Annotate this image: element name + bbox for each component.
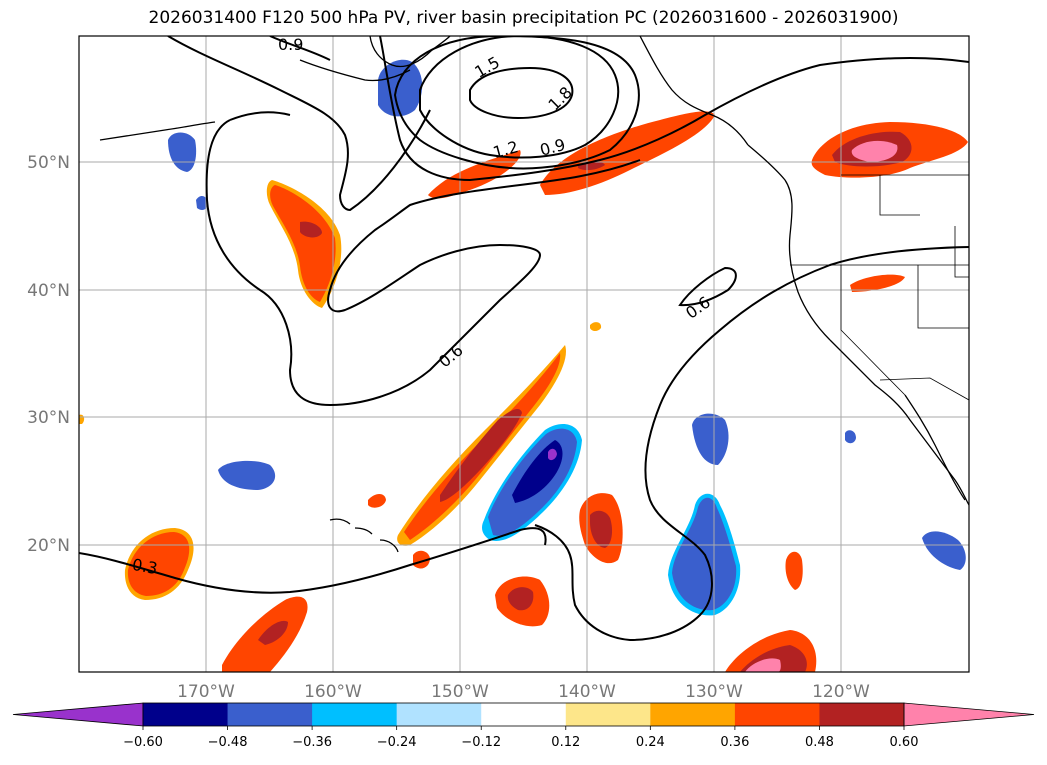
colorbar-segment <box>734 703 820 726</box>
lon-label-160w: 160°W <box>304 682 362 702</box>
map-title: 2026031400 F120 500 hPa PV, river basin … <box>148 8 899 28</box>
lon-label-150w: 150°W <box>431 682 489 702</box>
precip-blob-east-1 <box>692 413 729 465</box>
precip-blob-small-3 <box>413 550 430 569</box>
colorbar-tick-label: −0.60 <box>123 735 163 750</box>
colorbar-extend-high <box>903 702 1035 727</box>
colorbar-tick-label: −0.12 <box>461 735 501 750</box>
political-borders <box>790 174 969 401</box>
colorbar-tick-label: −0.36 <box>292 735 332 750</box>
pv-contour-0-3 <box>79 527 547 594</box>
map-background <box>79 36 969 672</box>
precip-blob-aleutian <box>378 59 423 117</box>
colorbar-tick-label: 0.60 <box>890 735 919 750</box>
precip-blob-west-2 <box>196 196 208 210</box>
lat-label-50n: 50°N <box>27 153 70 173</box>
colorbar: −0.60 −0.48 −0.36 −0.24 −0.12 0.12 0.24 0.36 0.4… <box>12 702 1035 750</box>
lon-label-130w: 130°W <box>685 682 743 702</box>
pv-contour-0-6-loop <box>229 111 291 121</box>
colorbar-tick-label: 0.36 <box>720 735 749 750</box>
map-area: 0.9 1.5 1.8 1.2 0.9 0.6 0.6 0.3 <box>78 35 970 673</box>
latitude-labels: 50°N 40°N 30°N 20°N <box>27 153 70 556</box>
colorbar-tick-label: 0.48 <box>805 735 834 750</box>
pv-contour-0-6-main <box>205 119 641 407</box>
precip-blob-small-4 <box>590 322 602 331</box>
precip-blob-east-2 <box>922 531 966 570</box>
colorbar-tick-label: 0.12 <box>551 735 580 750</box>
precip-positive-regions <box>79 111 968 672</box>
map-frame <box>78 35 970 673</box>
coastline-bc <box>747 144 831 341</box>
colorbar-segment <box>819 703 905 726</box>
precip-blob-small-2 <box>368 494 386 508</box>
colorbar-segment <box>396 703 482 726</box>
colorbar-tick-label: −0.48 <box>208 735 248 750</box>
coastlines <box>99 36 969 553</box>
coastline-alaska-peninsula <box>299 59 411 82</box>
pv-contours <box>79 36 969 642</box>
coastline-baja <box>904 394 966 501</box>
precip-blob-small-1 <box>785 551 803 590</box>
colorbar-segment <box>227 703 313 726</box>
coastline-california <box>829 339 969 506</box>
pv-contour-1-8 <box>469 66 574 120</box>
colorbar-segment <box>650 703 736 726</box>
coastline-hawaii <box>329 518 399 553</box>
pv-label: 0.3 <box>131 555 159 578</box>
coastline-gulf-alaska <box>639 36 749 146</box>
precip-negative-regions <box>168 59 966 616</box>
lat-label-40n: 40°N <box>27 281 70 301</box>
colorbar-segment <box>312 703 398 726</box>
colorbar-segment <box>481 703 567 726</box>
pv-contour-0-9-main <box>379 36 969 182</box>
colorbar-frame <box>142 702 905 727</box>
colorbar-tick-label: 0.24 <box>636 735 665 750</box>
pv-contour-0-9-north <box>269 36 331 61</box>
colorbar-extend-low <box>12 702 144 727</box>
pv-contour-1-5 <box>419 36 620 159</box>
graticule <box>79 36 969 672</box>
precip-blob-small-6 <box>845 430 856 444</box>
colorbar-segment <box>565 703 651 726</box>
lon-label-170w: 170°W <box>177 682 235 702</box>
precip-blob-oregon <box>850 274 905 292</box>
lat-label-20n: 20°N <box>27 536 70 556</box>
pv-contour-0-6-ring <box>678 266 737 307</box>
pv-contour-0-6-east <box>534 246 969 642</box>
longitude-labels: 170°W 160°W 150°W 140°W 130°W 120°W <box>177 682 870 702</box>
coastline-aleutians <box>99 121 216 141</box>
colorbar-tick-label: −0.24 <box>377 735 417 750</box>
lon-label-140w: 140°W <box>558 682 616 702</box>
pv-label: 0.9 <box>278 35 303 54</box>
colorbar-segment <box>143 703 229 726</box>
lon-label-120w: 120°W <box>812 682 870 702</box>
precip-blob-west-3 <box>218 460 276 490</box>
lat-label-30n: 30°N <box>27 408 70 428</box>
pv-contour-0-9-west <box>167 36 431 212</box>
